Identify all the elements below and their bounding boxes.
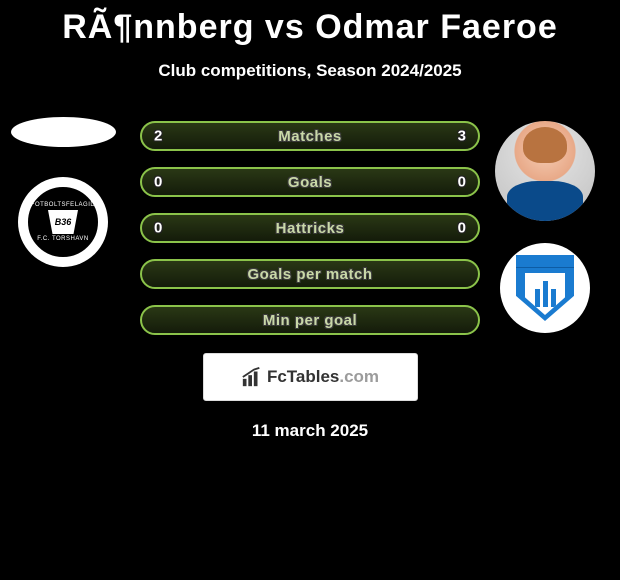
stat-left-value: 0 [154,220,162,237]
right-club-badge [500,243,590,333]
left-player-column: FOTBOLTSFELAGID B36 F.C. TORSHAVN [8,111,118,267]
branding-text: FcTables.com [267,367,379,387]
stat-right-value: 0 [458,220,466,237]
stat-right-value: 0 [458,174,466,191]
left-club-badge: FOTBOLTSFELAGID B36 F.C. TORSHAVN [18,177,108,267]
stat-left-value: 2 [154,128,162,145]
left-player-avatar-placeholder [11,117,116,147]
stat-bar-goals: 0 Goals 0 [140,167,480,197]
stat-right-value: 3 [458,128,466,145]
right-player-column [490,121,600,333]
stat-bar-mpg: Min per goal [140,305,480,335]
stat-bar-matches: 2 Matches 3 [140,121,480,151]
stat-label: Goals per match [247,266,372,283]
shield-bar [551,289,556,307]
stat-left-value: 0 [154,174,162,191]
stat-label: Hattricks [276,220,345,237]
page-title: RÃ¶nnberg vs Odmar Faeroe [0,0,620,47]
stat-bars: 2 Matches 3 0 Goals 0 0 Hattricks 0 Goal… [140,111,480,335]
stat-bar-gpm: Goals per match [140,259,480,289]
shield-bar [535,289,540,307]
shield-bar [543,281,548,307]
branding-main: FcTables [267,367,339,386]
branding-link[interactable]: FcTables.com [203,353,418,401]
stat-label: Goals [288,174,332,191]
page-subtitle: Club competitions, Season 2024/2025 [0,61,620,81]
right-club-shield-inner [525,273,565,315]
left-club-mid-text: B36 [48,210,78,234]
branding-suffix: .com [339,367,379,386]
stat-bar-hattricks: 0 Hattricks 0 [140,213,480,243]
stat-label: Matches [278,128,342,145]
left-club-top-text: FOTBOLTSFELAGID [31,202,95,208]
right-player-avatar [495,121,595,221]
footer-date: 11 march 2025 [0,421,620,441]
left-club-bot-text: F.C. TORSHAVN [37,236,89,242]
comparison-content: FOTBOLTSFELAGID B36 F.C. TORSHAVN 2 Matc… [0,111,620,441]
left-club-badge-inner: FOTBOLTSFELAGID B36 F.C. TORSHAVN [25,184,101,260]
bar-chart-icon [241,366,263,388]
right-club-shield [516,255,574,321]
stat-label: Min per goal [263,312,357,329]
